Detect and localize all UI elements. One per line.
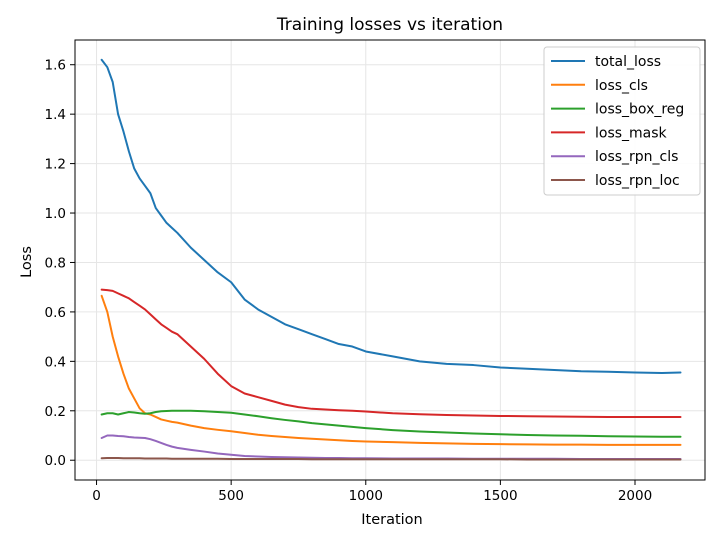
x-axis-label: Iteration — [361, 512, 423, 528]
legend-label-loss-box-reg: loss_box_reg — [595, 102, 684, 118]
chart-title: Training losses vs iteration — [276, 15, 503, 35]
x-tick-label: 0 — [92, 488, 101, 504]
y-tick-label: 0.6 — [45, 305, 66, 321]
series-line-loss-mask — [100, 288, 682, 418]
legend-label-loss-mask: loss_mask — [595, 125, 668, 141]
y-tick-label: 1.4 — [45, 107, 66, 123]
series-line-loss-rpn-loc — [100, 457, 682, 461]
x-tick-label: 500 — [218, 488, 244, 504]
y-tick-label: 0.4 — [45, 354, 66, 370]
y-tick-label: 0.2 — [45, 404, 66, 420]
y-tick-label: 1.0 — [45, 206, 66, 222]
x-tick-label: 1500 — [483, 488, 517, 504]
legend-label-loss-rpn-loc: loss_rpn_loc — [595, 173, 680, 189]
series-line-loss-rpn-cls — [100, 434, 682, 460]
series-layer — [100, 58, 682, 461]
y-tick-label: 1.6 — [45, 58, 66, 74]
legend-label-loss-rpn-cls: loss_rpn_cls — [595, 149, 678, 165]
y-tick-label: 0.0 — [45, 453, 66, 469]
legend-label-loss-cls: loss_cls — [595, 78, 648, 94]
y-axis-label: Loss — [19, 246, 35, 278]
x-tick-label: 1000 — [349, 488, 383, 504]
series-line-loss-cls — [100, 294, 682, 446]
y-tick-label: 1.2 — [45, 157, 66, 173]
series-line-total-loss — [100, 58, 682, 374]
x-axis-ticks: 0 500 1000 1500 2000 — [92, 480, 652, 504]
legend: total_loss loss_cls loss_box_reg loss_maskl… — [543, 46, 701, 196]
y-tick-label: 0.8 — [45, 255, 66, 271]
plot-frame — [74, 39, 706, 481]
x-tick-label: 2000 — [618, 488, 652, 504]
series-line-loss-box-reg — [100, 409, 682, 438]
y-axis-ticks: 0.0 0.2 0.4 0.6 0.8 1.0 1.2 1.4 1.6 — [45, 58, 75, 469]
legend-label-total-loss: total_loss — [595, 54, 661, 70]
